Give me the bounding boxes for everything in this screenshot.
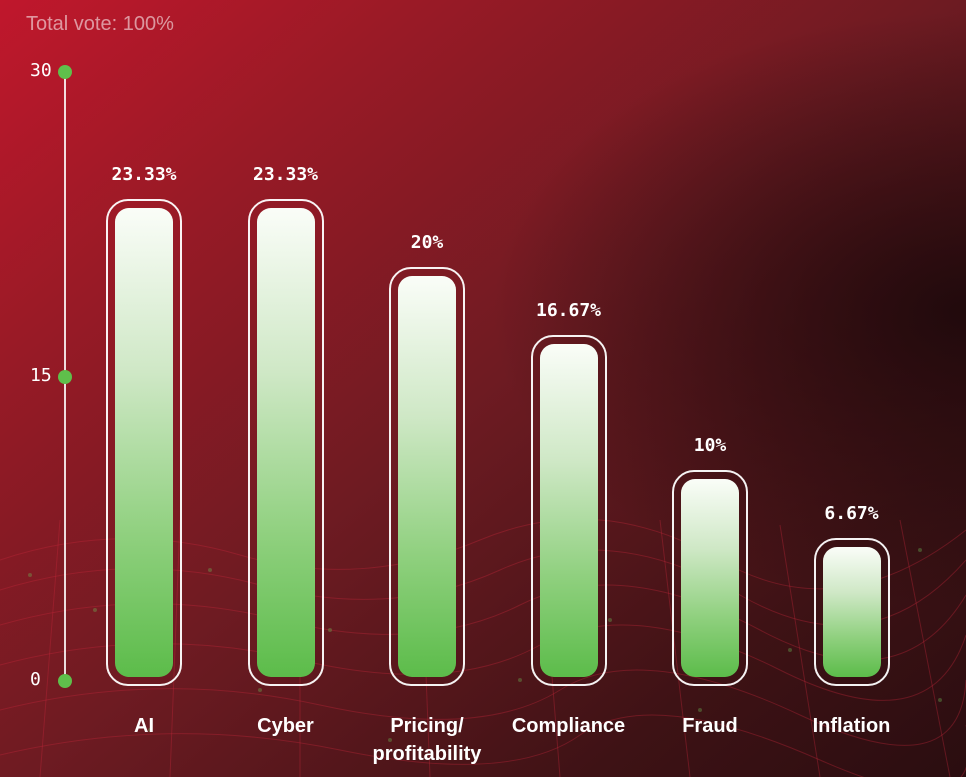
bar-value-label: 10% <box>693 435 727 456</box>
bar <box>106 199 182 686</box>
y-tick-dot <box>58 369 72 384</box>
y-tick-dot <box>58 65 72 79</box>
category-label: Fraud <box>682 715 738 737</box>
y-tick-label: 15 <box>30 364 52 386</box>
category-label: Inflation <box>812 715 891 737</box>
bar-fill <box>398 276 456 677</box>
bar-value-label: 23.33% <box>111 164 177 186</box>
y-tick-label: 0 <box>30 669 41 690</box>
bar-fill <box>256 208 315 677</box>
bar <box>247 199 324 686</box>
y-tick-label: 30 <box>30 60 52 81</box>
category-label: AI <box>134 715 154 737</box>
bar-value-label: 20% <box>410 232 444 253</box>
bar-value-label: 16.67% <box>535 299 602 321</box>
bar <box>672 470 748 686</box>
bar-fill <box>822 546 881 677</box>
bar-value-label: 23.33% <box>252 164 319 186</box>
bar <box>813 537 890 686</box>
bar-fill <box>539 343 598 677</box>
bar <box>530 334 607 686</box>
total-vote-label: Total vote: 100% <box>26 13 174 35</box>
category-label: Compliance <box>511 715 626 737</box>
category-label: Cyber <box>257 715 314 737</box>
bar-fill <box>115 208 173 677</box>
bar-fill <box>681 479 739 677</box>
y-tick-dot <box>58 674 72 688</box>
bar <box>389 267 465 686</box>
category-label: Pricing/ profitability <box>372 715 482 765</box>
bar-value-label: 6.67% <box>824 502 879 524</box>
